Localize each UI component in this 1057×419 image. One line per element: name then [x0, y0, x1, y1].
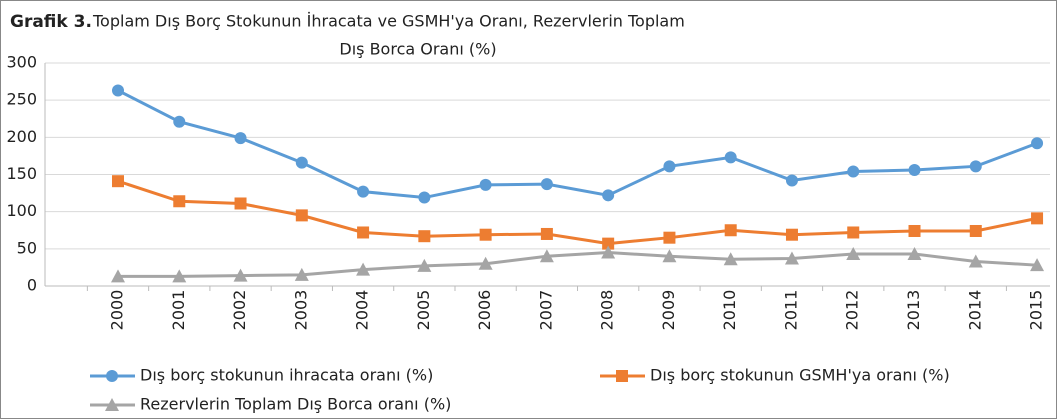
point — [295, 209, 308, 222]
point — [357, 185, 370, 198]
point — [724, 151, 737, 164]
point — [478, 256, 493, 270]
point — [785, 174, 798, 187]
point — [1030, 258, 1045, 272]
point — [234, 197, 247, 210]
point — [723, 252, 738, 266]
y-tick-label: 50 — [17, 238, 37, 257]
point — [847, 165, 860, 178]
point — [601, 245, 616, 259]
point — [479, 228, 492, 241]
x-tick-label: 2012 — [843, 290, 862, 331]
point — [908, 164, 921, 177]
y-tick-label: 150 — [6, 164, 37, 183]
point — [479, 178, 492, 191]
point — [846, 247, 861, 261]
x-tick-label: 2007 — [536, 290, 555, 331]
x-tick-label: 2003 — [291, 290, 310, 331]
point — [662, 249, 677, 263]
legend-label: Dış borç stokunun GSMH'ya oranı (%) — [650, 366, 950, 385]
point — [847, 226, 860, 239]
point — [908, 224, 921, 237]
point — [724, 224, 737, 237]
x-tick-label: 2010 — [720, 290, 739, 331]
point — [294, 267, 309, 281]
point — [173, 115, 186, 128]
x-tick-label: 2011 — [781, 290, 800, 331]
point — [1031, 137, 1044, 150]
x-tick-label: 2015 — [1027, 290, 1046, 331]
point — [602, 237, 615, 250]
y-tick-label: 250 — [6, 90, 37, 109]
chart-title: Grafik 3. — [10, 12, 92, 32]
x-tick-label: 2001 — [169, 290, 188, 331]
x-tick-label: 2002 — [230, 290, 249, 331]
point — [418, 230, 431, 243]
point — [540, 227, 553, 240]
point — [784, 251, 799, 265]
x-tick-label: 2000 — [108, 290, 127, 331]
point — [112, 84, 124, 97]
x-tick-label: 2008 — [598, 290, 617, 331]
y-tick-label: 100 — [6, 201, 37, 220]
legend-item: Dış borç stokunun GSMH'ya oranı (%) — [600, 366, 950, 385]
point — [907, 247, 922, 261]
point — [663, 160, 676, 173]
chart-subtitle: Toplam Dış Borç Stokunun İhracata ve GSM… — [92, 12, 685, 31]
point — [112, 175, 124, 188]
series-line — [117, 179, 1038, 246]
point — [295, 156, 308, 169]
x-tick-label: 2006 — [475, 290, 494, 331]
point — [969, 224, 982, 237]
point — [785, 228, 798, 241]
point — [968, 254, 983, 268]
point — [1031, 212, 1044, 225]
point — [173, 195, 186, 208]
point — [540, 178, 553, 191]
legend-label: Rezervlerin Toplam Dış Borca oranı (%) — [140, 395, 451, 414]
point — [663, 231, 676, 244]
point — [602, 189, 615, 202]
point — [356, 262, 371, 276]
series-line — [118, 251, 1038, 278]
legend-marker — [106, 370, 118, 382]
x-tick-label: 2005 — [414, 290, 433, 331]
point — [969, 160, 982, 173]
legend-marker — [616, 370, 628, 382]
legend-label: Dış borç stokunun ihracata oranı (%) — [140, 366, 433, 385]
legend-marker — [105, 398, 119, 411]
x-tick-label: 2009 — [659, 290, 678, 331]
point — [234, 132, 247, 145]
point — [418, 191, 431, 204]
point — [539, 249, 554, 263]
legend-item: Dış borç stokunun ihracata oranı (%) — [90, 366, 433, 385]
chart-subtitle: Dış Borca Oranı (%) — [339, 40, 496, 59]
point — [172, 269, 187, 283]
point — [233, 268, 248, 282]
point — [357, 226, 370, 239]
y-tick-label: 200 — [6, 127, 37, 146]
legend-item: Rezervlerin Toplam Dış Borca oranı (%) — [90, 395, 451, 414]
point — [111, 269, 125, 283]
y-tick-label: 0 — [27, 276, 37, 295]
series-line — [117, 89, 1038, 200]
x-tick-label: 2004 — [353, 290, 372, 331]
x-tick-label: 2014 — [965, 290, 984, 331]
y-tick-label: 300 — [6, 53, 37, 72]
point — [417, 258, 432, 272]
x-tick-label: 2013 — [904, 290, 923, 331]
